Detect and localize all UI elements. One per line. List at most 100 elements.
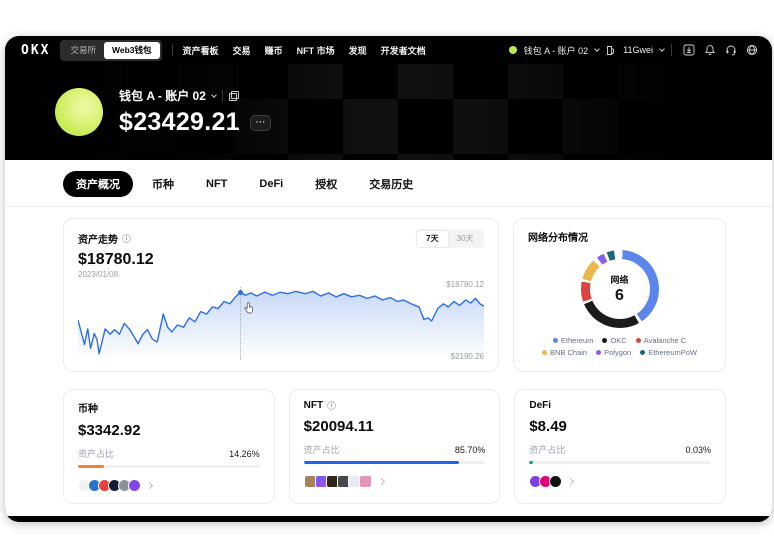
nav-menu-item[interactable]: 赚币 (264, 45, 283, 56)
legend-dot (635, 338, 641, 343)
chevron-down-icon (594, 46, 600, 52)
tab-币种[interactable]: 币种 (152, 179, 174, 191)
app-window: OKX 交易所 Web3钱包 资产看板 交易 赚币 NFT 市场 发现 开发者文档 钱包 … (5, 36, 772, 522)
hover-guideline (240, 286, 242, 360)
chart-min-label: $2190.26 (450, 352, 484, 361)
hand-cursor-icon (244, 302, 254, 313)
defi-progress-bar (529, 461, 534, 464)
wallet-hero: 钱包 A - 账户 02 $23429.21 ⋯ (5, 64, 772, 160)
tabs-row: 资产概况 币种 NFT DeFi 授权 交易历史 (5, 160, 772, 207)
info-icon (122, 234, 131, 243)
headset-icon[interactable] (725, 44, 737, 56)
nav-menu-item[interactable]: NFT 市场 (296, 45, 335, 56)
nft-summary-card: NFT $20094.11 资产占比 85.70% (288, 389, 501, 504)
legend-item-okc: OKC (602, 336, 627, 345)
bell-icon[interactable] (704, 44, 716, 56)
legend-item-polygon: Polygon (596, 348, 631, 357)
tab-交易历史[interactable]: 交易历史 (369, 179, 414, 191)
nav-menu-item[interactable]: 资产看板 (182, 45, 219, 56)
nav-menu-item[interactable]: 交易 (232, 45, 251, 56)
trend-current-date: 2023/01/08 (78, 270, 119, 279)
legend-dot (596, 350, 602, 355)
defi-protocol-icons (529, 475, 711, 488)
nav-divider (671, 44, 672, 56)
nft-thumbnails (303, 475, 486, 488)
nft-progress-bar (303, 461, 460, 464)
chart-max-label: $18780.12 (446, 280, 484, 289)
hover-marker-dot (238, 290, 244, 296)
wallet-avatar (55, 88, 103, 136)
trend-chart[interactable]: $18780.12 $2190.26 (78, 280, 484, 361)
nav-menu-item[interactable]: 开发者文档 (380, 45, 426, 56)
total-balance: $23429.21 (119, 108, 240, 136)
wallet-name[interactable]: 钱包 A - 账户 02 (119, 89, 206, 103)
trend-line-svg (78, 282, 484, 360)
donut-center-label: 网络 (610, 275, 629, 285)
download-icon[interactable] (683, 44, 695, 56)
network-card-title: 网络分布情况 (528, 233, 588, 244)
trend-current-value: $18780.12 (78, 251, 154, 268)
range-toggle: 7天 30天 (415, 229, 484, 248)
legend-item-ethereum: Ethereum (552, 336, 593, 345)
chevron-down-icon (659, 46, 665, 52)
legend-item-bnb-chain: BNB Chain (542, 348, 587, 357)
ratio-label: 资产占比 (78, 449, 115, 459)
ratio-label: 资产占比 (529, 445, 566, 455)
globe-icon[interactable] (746, 44, 758, 56)
coins-value: $3342.92 (78, 422, 141, 439)
checker-fade (5, 64, 772, 160)
ratio-percent: 85.70% (454, 444, 486, 455)
nft-thumb-6 (358, 475, 372, 488)
copy-address-icon[interactable] (228, 91, 240, 101)
gas-price-label[interactable]: 11Gwei (623, 45, 653, 55)
gas-pump-icon (607, 45, 615, 55)
defi-value: $8.49 (529, 418, 567, 435)
hero-divider (221, 89, 223, 102)
tab-NFT[interactable]: NFT (206, 178, 228, 190)
ratio-label: 资产占比 (303, 445, 340, 455)
toggle-web3-wallet[interactable]: Web3钱包 (104, 41, 160, 59)
legend-item-avalanche-c: Avalanche C (635, 336, 686, 345)
expand-chevron-icon[interactable] (567, 477, 575, 486)
legend-dot (640, 350, 646, 355)
tab-授权[interactable]: 授权 (315, 179, 338, 191)
asset-trend-card: 资产走势 7天 30天 $18780.12 2023/01/08 (63, 218, 499, 372)
nav-menu-item[interactable]: 发现 (348, 45, 367, 56)
network-distribution-card: 网络分布情况 网络 6 Ethereum OKC Avalanche C BNB Ch… (513, 218, 726, 372)
okx-logo: OKX (21, 42, 51, 58)
nav-account-label[interactable]: 钱包 A - 账户 02 (523, 45, 589, 56)
legend-item-ethereumpow: EthereumPoW (640, 348, 697, 357)
coins-token-icons (78, 479, 260, 492)
chevron-down-icon[interactable] (211, 91, 217, 98)
coins-summary-card: 币种 $3342.92 资产占比 14.26% (63, 389, 275, 504)
info-icon (327, 401, 337, 410)
coins-card-title: 币种 (78, 404, 98, 415)
tab-资产概况[interactable]: 资产概况 (63, 171, 133, 197)
coins-progress-bar (78, 465, 104, 468)
toggle-exchange[interactable]: 交易所 (70, 45, 96, 55)
mode-toggle: 交易所 Web3钱包 (60, 39, 162, 61)
network-donut-chart[interactable]: 网络 6 (580, 250, 659, 328)
range-7d-button[interactable]: 7天 (417, 230, 448, 247)
defi-card-title: DeFi (529, 400, 552, 411)
legend-dot (542, 350, 547, 355)
legend-dot (552, 338, 558, 343)
expand-chevron-icon[interactable] (377, 477, 385, 486)
trend-card-title: 资产走势 (78, 235, 118, 246)
expand-chevron-icon[interactable] (145, 481, 154, 490)
nft-card-title: NFT (303, 400, 324, 411)
account-status-dot (508, 46, 517, 54)
more-actions-button[interactable]: ⋯ (249, 114, 271, 131)
donut-center-value: 6 (615, 287, 624, 304)
legend-dot (602, 338, 608, 343)
defi-summary-card: DeFi $8.49 资产占比 0.03% (514, 389, 727, 504)
range-30d-button[interactable]: 30天 (456, 234, 474, 243)
tab-DeFi[interactable]: DeFi (259, 178, 284, 190)
defi-protocol-3 (549, 475, 563, 488)
nft-value: $20094.11 (303, 418, 374, 435)
nav-divider (171, 44, 173, 56)
ratio-percent: 0.03% (685, 444, 712, 455)
top-nav: OKX 交易所 Web3钱包 资产看板 交易 赚币 NFT 市场 发现 开发者文档 钱包 … (5, 36, 772, 64)
nav-menu: 资产看板 交易 赚币 NFT 市场 发现 开发者文档 (183, 44, 426, 57)
